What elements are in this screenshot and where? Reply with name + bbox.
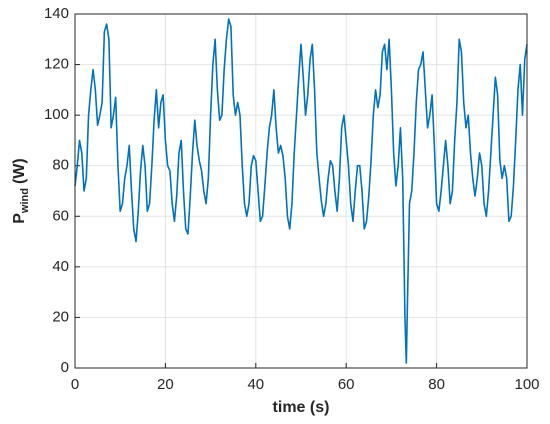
y-label-unit: (W) <box>11 158 28 184</box>
data-line <box>74 18 528 364</box>
plot-frame <box>74 13 528 369</box>
y-tick-label: 60 <box>52 207 69 224</box>
x-tick-label: 0 <box>71 376 79 393</box>
y-tick-label: 80 <box>52 157 69 174</box>
x-tick-label: 80 <box>428 376 445 393</box>
y-label-sub: wind <box>19 188 31 214</box>
y-tick-label: 100 <box>44 106 69 123</box>
x-axis-label: time (s) <box>273 399 330 416</box>
x-tick-label: 100 <box>514 376 539 393</box>
y-label-main: P <box>11 213 28 224</box>
y-tick-label: 40 <box>52 258 69 275</box>
x-tick-label: 40 <box>247 376 264 393</box>
y-tick-label: 20 <box>52 308 69 325</box>
y-tick-label: 0 <box>61 359 69 376</box>
y-tick-label: 120 <box>44 56 69 73</box>
y-tick-label: 140 <box>44 5 69 22</box>
x-tick-label: 60 <box>338 376 355 393</box>
y-axis-label: Pwind (W) <box>11 158 31 224</box>
x-tick-label: 20 <box>157 376 174 393</box>
